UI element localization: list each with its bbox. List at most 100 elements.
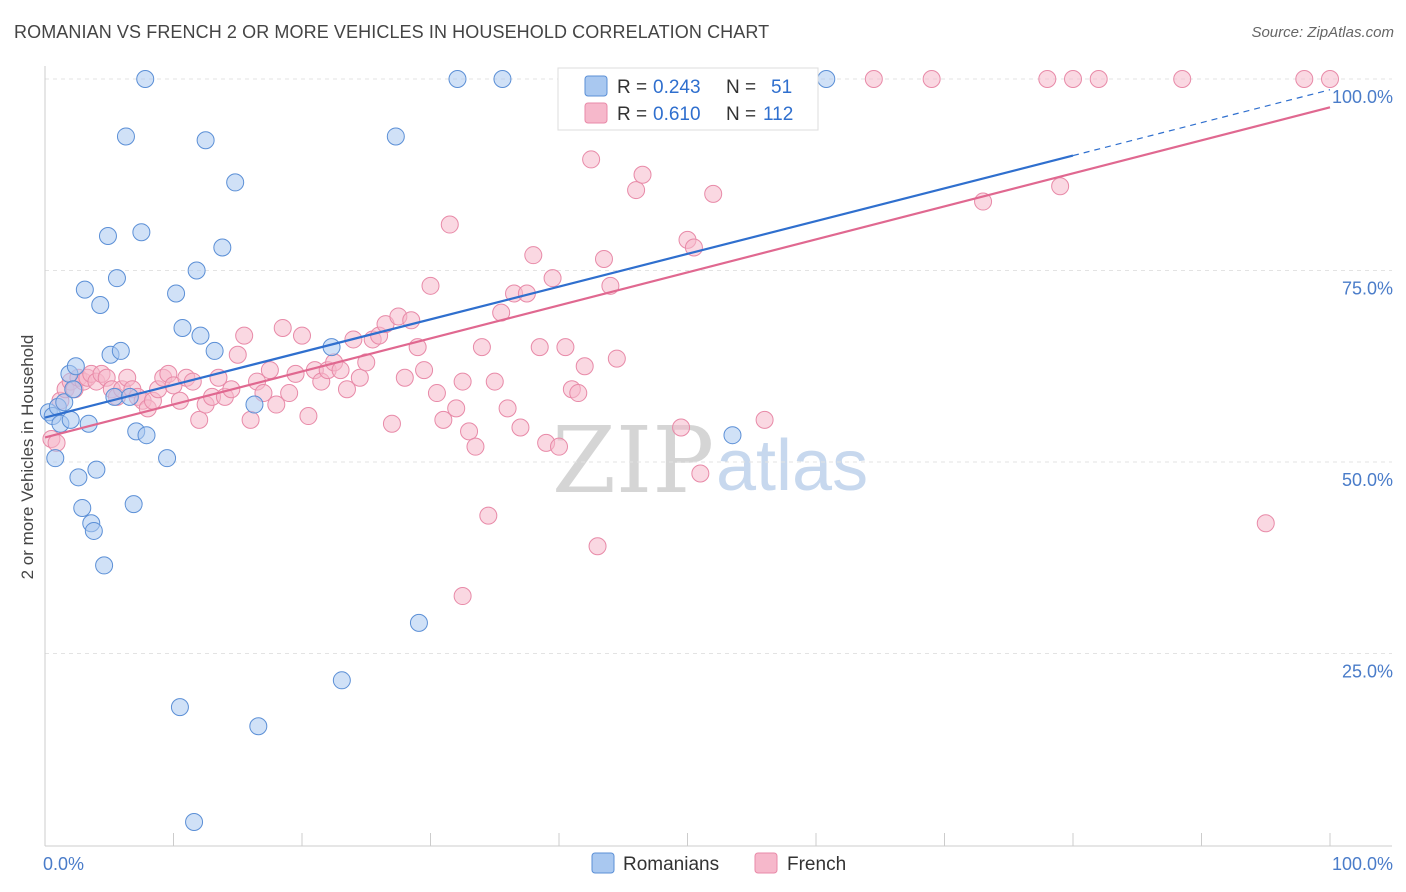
romanian-point [158,449,177,468]
romanian-point [73,498,92,517]
y-tick-label: 25.0% [1342,662,1393,682]
legend-romanians-r-value: 0.243 [653,77,701,98]
french-trend-line [44,106,1331,439]
romanian-trend-extension [1072,89,1331,157]
legend-romanians-n-label: N = [726,77,756,98]
french-point [460,422,479,441]
french-point [440,215,459,234]
french-point [434,410,453,429]
french-point [755,410,774,429]
romanian-point [386,127,405,146]
romanian-point [409,613,428,632]
french-point [1256,514,1275,533]
romanian-point [137,426,156,445]
french-point [1038,70,1057,88]
french-point [415,361,434,380]
french-point [190,410,209,429]
french-point [511,418,530,437]
french-points [42,70,1339,606]
romanian-point [95,556,114,575]
romanian-point [61,410,80,429]
romanian-point [332,671,351,690]
french-point [633,165,652,184]
romanian-point [111,341,130,360]
romanian-points [39,70,836,832]
y-tick-label: 75.0% [1342,279,1393,299]
bottom-legend-swatch-french [754,852,778,874]
tick-labels: 100.0% 75.0% 50.0% 25.0% 0.0% 100.0% [43,87,1393,874]
legend-swatch-romanians [584,75,608,97]
x-tick-label-min: 0.0% [43,854,84,874]
romanian-point [107,269,126,288]
bottom-legend-french: French [787,854,846,875]
romanian-point [75,280,94,299]
french-point [556,338,575,357]
romanian-point [249,717,268,736]
watermark-atlas: atlas [716,426,868,506]
romanian-point [191,326,210,345]
french-point [228,345,247,364]
romanian-point [55,393,74,412]
romanian-point [187,261,206,280]
french-point [273,318,292,337]
romanian-point [124,495,143,514]
french-point [1173,70,1192,88]
french-point [498,399,517,418]
french-point [672,418,691,437]
french-point [235,326,254,345]
french-point [479,506,498,525]
legend: R = 0.243 N = 51 R = 0.610 N = 112 [557,67,819,131]
french-point [704,184,723,203]
romanian-point [493,70,512,88]
romanian-point [723,426,742,445]
legend-french-r-value: 0.610 [653,104,701,125]
romanian-point [69,468,88,487]
french-point [260,361,279,380]
romanian-point [213,238,232,257]
french-point [691,464,710,483]
french-point [1064,70,1082,88]
romanian-point [205,341,224,360]
french-point [864,70,883,88]
french-point [299,407,318,426]
chart-title: ROMANIAN VS FRENCH 2 OR MORE VEHICLES IN… [14,22,770,42]
romanian-point [87,460,106,479]
romanian-point [105,387,124,406]
romanian-point [245,395,264,414]
french-point [922,70,941,88]
french-point [337,380,356,399]
french-point [472,338,491,357]
romanian-point [173,318,192,337]
french-point [524,246,543,265]
french-point [421,276,440,295]
trend-lines [44,89,1331,439]
source-label: Source: ZipAtlas.com [1251,24,1394,41]
bottom-legend: Romanians French [591,852,846,875]
romanian-point [448,70,467,88]
legend-romanians-n-value: 51 [771,77,792,98]
romanian-point [84,521,103,540]
french-point [382,414,401,433]
french-point [1295,70,1314,88]
french-point [588,537,607,556]
french-point [485,372,504,391]
french-point [627,181,646,200]
romanian-point [91,295,110,314]
romanian-point [132,223,151,242]
french-point [447,399,466,418]
legend-romanians-r-label: R = [617,77,647,98]
french-point [241,410,260,429]
french-point [453,587,472,606]
romanian-point [226,173,245,192]
romanian-point [817,70,836,88]
french-point [569,384,588,403]
romanian-point [196,131,215,150]
french-point [594,250,613,269]
french-point [280,384,299,403]
french-point [453,372,472,391]
romanian-point [116,127,135,146]
romanian-point [185,813,204,832]
french-point [293,326,311,345]
y-tick-label: 100.0% [1332,87,1393,107]
x-tick-label-max: 100.0% [1332,854,1393,874]
